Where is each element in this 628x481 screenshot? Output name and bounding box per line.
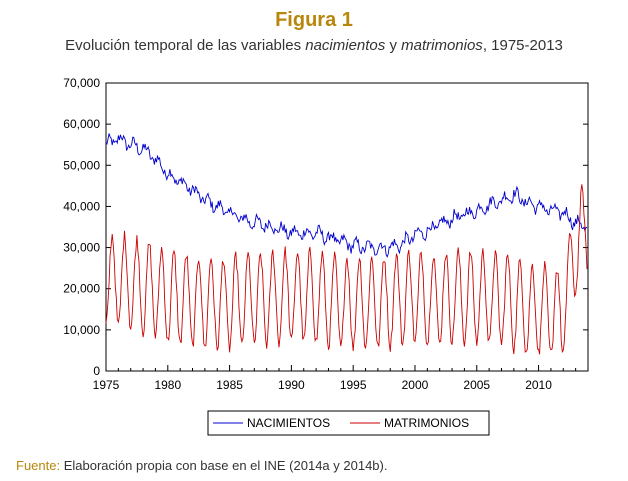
x-axis: 1975 1980 1985 1990 1995 2000 2005 2010 <box>93 365 589 392</box>
y-tick-label: 60,000 <box>63 117 100 131</box>
subtitle-var2: matrimonios <box>401 37 483 54</box>
series-layer <box>105 133 588 355</box>
y-tick-label: 40,000 <box>63 199 100 213</box>
figure-subtitle: Evolución temporal de las variables naci… <box>0 37 628 54</box>
x-tick-label: 1995 <box>340 378 367 392</box>
y-axis: 0 10,000 20,000 30,000 40,000 50,000 60,000 70,… <box>63 76 588 378</box>
legend-box <box>207 410 490 436</box>
legend-label-nacimientos: NACIMIENTOS <box>247 416 330 430</box>
x-tick-label: 2005 <box>463 378 490 392</box>
source-text: Elaboración propia con base en el INE (2… <box>60 458 388 473</box>
series-line-matrimonios <box>105 184 588 355</box>
x-tick-label: 2000 <box>402 378 429 392</box>
figure-source: Fuente: Elaboración propia con base en e… <box>16 458 387 473</box>
subtitle-prefix: Evolución temporal de las variables <box>65 37 306 54</box>
y-tick-label: 70,000 <box>63 76 100 90</box>
subtitle-var1: nacimientos <box>305 37 386 54</box>
y-tick-label: 0 <box>93 364 100 378</box>
x-tick-label: 1975 <box>93 378 120 392</box>
y-tick-label: 30,000 <box>63 241 100 255</box>
source-label: Fuente: <box>16 458 61 473</box>
x-tick-label: 1980 <box>154 378 181 392</box>
x-tick-label: 1990 <box>278 378 305 392</box>
y-tick-label: 20,000 <box>63 282 100 296</box>
subtitle-suffix: , 1975-2013 <box>482 37 563 54</box>
series-line-nacimientos <box>105 133 588 258</box>
y-tick-label: 10,000 <box>63 323 100 337</box>
figure-title: Figura 1 <box>275 9 353 31</box>
subtitle-mid: y <box>385 37 402 54</box>
plot-frame <box>105 82 589 372</box>
legend: NACIMIENTOS MATRIMONIOS <box>207 410 490 436</box>
y-tick-label: 50,000 <box>63 158 100 172</box>
x-tick-label: 2010 <box>525 378 552 392</box>
x-tick-label: 1985 <box>216 378 243 392</box>
legend-label-matrimonios: MATRIMONIOS <box>384 416 469 430</box>
